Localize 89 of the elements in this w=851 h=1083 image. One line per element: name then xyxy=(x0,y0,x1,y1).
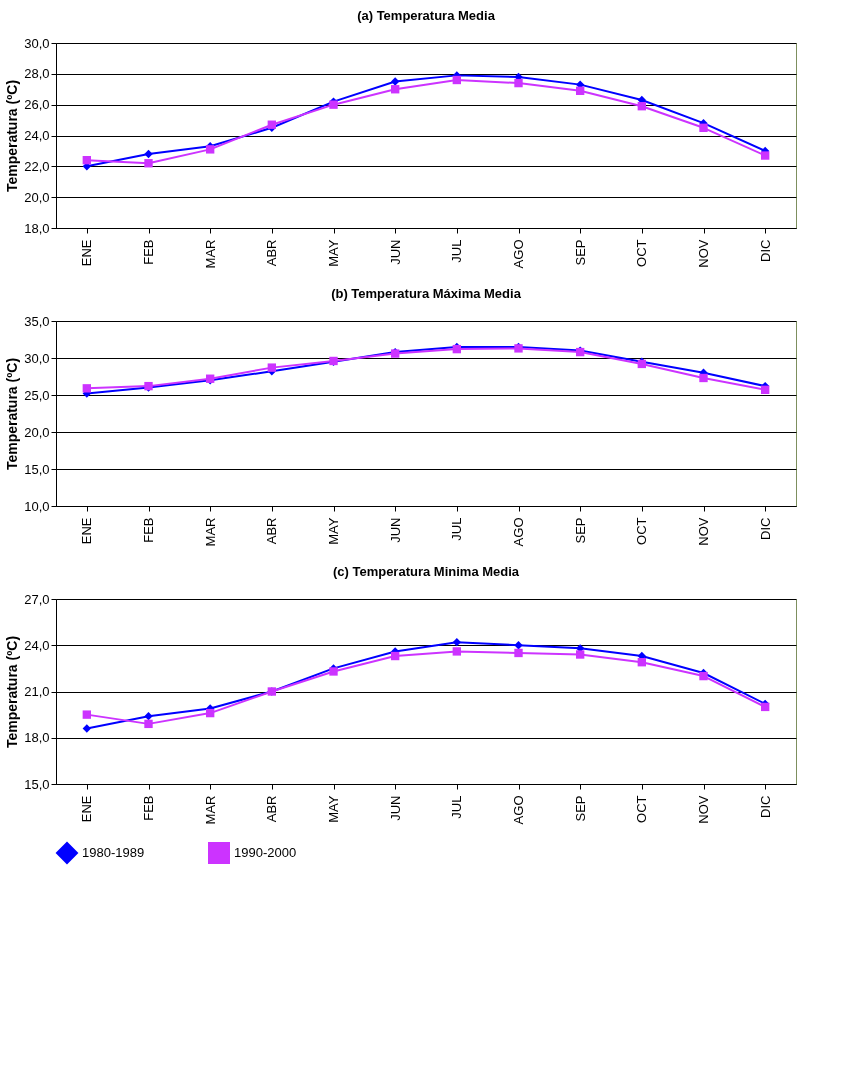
y-tick-label: 18,0 xyxy=(24,220,50,236)
point xyxy=(575,86,585,95)
y-axis-title: Temperatura (ºC) xyxy=(4,79,21,193)
y-tick-label: 20,0 xyxy=(24,424,50,440)
x-tick-label: ENE xyxy=(79,517,95,545)
x-tick-label: MAY xyxy=(326,795,341,823)
point xyxy=(760,385,770,394)
x-tick-label: MAR xyxy=(202,795,218,825)
chart-title: (c) Temperatura Minima Media xyxy=(332,564,520,579)
x-tick-label: ABR xyxy=(264,795,280,823)
x-tick-label: MAR xyxy=(202,517,218,547)
x-tick-label: SEP xyxy=(572,795,588,822)
x-tick-label: JUL xyxy=(449,239,465,263)
point xyxy=(452,647,462,656)
x-tick-label: FEB xyxy=(141,517,156,543)
point xyxy=(699,373,708,383)
y-tick-label: 15,0 xyxy=(24,461,50,477)
y-tick-label: 30,0 xyxy=(24,350,50,366)
x-tick-label: JUN xyxy=(387,517,403,543)
chart-title: (b) Temperatura Máxima Media xyxy=(331,286,522,301)
point xyxy=(390,77,400,86)
y-tick-label: 18,0 xyxy=(24,730,50,746)
y-tick-label: 24,0 xyxy=(24,637,50,653)
x-tick-label: AGO xyxy=(511,517,526,547)
point xyxy=(82,710,92,719)
point xyxy=(390,651,400,661)
y-tick-label: 28,0 xyxy=(24,66,50,82)
x-tick-label: JUL xyxy=(449,517,465,541)
x-tick-label: NOV xyxy=(696,795,711,824)
x-tick-label: FEB xyxy=(141,795,156,821)
point xyxy=(82,155,92,165)
y-tick-label: 25,0 xyxy=(24,387,50,403)
y-tick-label: 21,0 xyxy=(24,684,50,699)
point xyxy=(82,724,92,733)
x-tick-label: DIC xyxy=(757,795,773,818)
point xyxy=(144,159,153,168)
y-axis-title: Temperatura (ºC) xyxy=(4,635,21,749)
point xyxy=(514,648,523,658)
point xyxy=(760,151,770,160)
y-tick-label: 15,0 xyxy=(24,776,50,792)
x-tick-label: AGO xyxy=(511,239,526,269)
x-tick-label: JUN xyxy=(387,239,403,265)
y-axis-title: Temperatura (ºC) xyxy=(4,357,21,471)
x-tick-label: ENE xyxy=(79,795,95,823)
x-tick-label: SEP xyxy=(572,517,588,544)
legend-label: 1990-2000 xyxy=(234,845,297,860)
x-tick-label: OCT xyxy=(634,795,650,823)
x-tick-label: ABR xyxy=(264,517,280,545)
x-tick-label: NOV xyxy=(696,239,711,268)
x-tick-label: DIC xyxy=(757,517,773,540)
x-tick-label: MAR xyxy=(202,239,218,269)
y-tick-label: 10,0 xyxy=(24,498,50,514)
x-tick-label: JUN xyxy=(387,795,403,821)
y-tick-label: 26,0 xyxy=(24,97,50,113)
x-tick-label: MAY xyxy=(326,239,341,267)
point xyxy=(144,711,153,721)
point xyxy=(452,637,462,647)
point xyxy=(637,658,647,667)
x-tick-label: DIC xyxy=(757,239,773,262)
point xyxy=(514,78,523,88)
x-tick-label: JUL xyxy=(449,795,465,819)
point xyxy=(699,123,708,132)
x-tick-label: FEB xyxy=(141,239,156,265)
point xyxy=(514,641,523,650)
legend-label: 1980-1989 xyxy=(82,845,145,860)
x-tick-label: MAY xyxy=(326,517,341,545)
point xyxy=(205,708,215,718)
point xyxy=(144,149,153,159)
point xyxy=(637,102,647,111)
x-tick-label: AGO xyxy=(511,795,526,825)
x-tick-label: OCT xyxy=(634,239,650,267)
point xyxy=(575,650,585,659)
x-tick-label: ENE xyxy=(79,239,95,267)
point xyxy=(82,384,92,393)
point xyxy=(144,719,153,729)
y-tick-label: 30,0 xyxy=(24,35,50,51)
chart-title: (a) Temperatura Media xyxy=(357,8,496,23)
x-tick-label: NOV xyxy=(696,517,711,546)
x-tick-label: ABR xyxy=(264,239,280,267)
point xyxy=(390,85,400,94)
y-tick-label: 22,0 xyxy=(24,158,50,174)
point xyxy=(267,363,277,372)
y-tick-label: 20,0 xyxy=(24,189,50,205)
x-tick-label: SEP xyxy=(572,239,588,266)
y-tick-label: 35,0 xyxy=(24,313,50,329)
point xyxy=(452,75,462,85)
x-tick-label: OCT xyxy=(634,517,650,545)
y-tick-label: 24,0 xyxy=(24,128,50,143)
y-tick-label: 27,0 xyxy=(24,591,50,607)
